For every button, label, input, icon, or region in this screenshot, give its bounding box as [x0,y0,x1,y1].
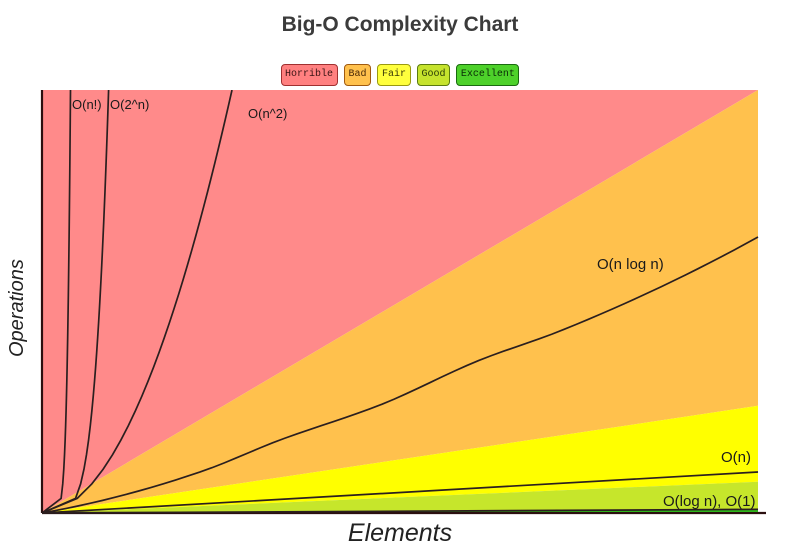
svg-text:O(n log n): O(n log n) [597,256,664,273]
svg-text:O(n): O(n) [721,449,751,466]
svg-text:O(log n), O(1): O(log n), O(1) [663,493,756,510]
svg-text:O(n!): O(n!) [72,97,102,112]
svg-text:O(n^2): O(n^2) [248,106,287,121]
svg-text:O(2^n): O(2^n) [110,97,149,112]
